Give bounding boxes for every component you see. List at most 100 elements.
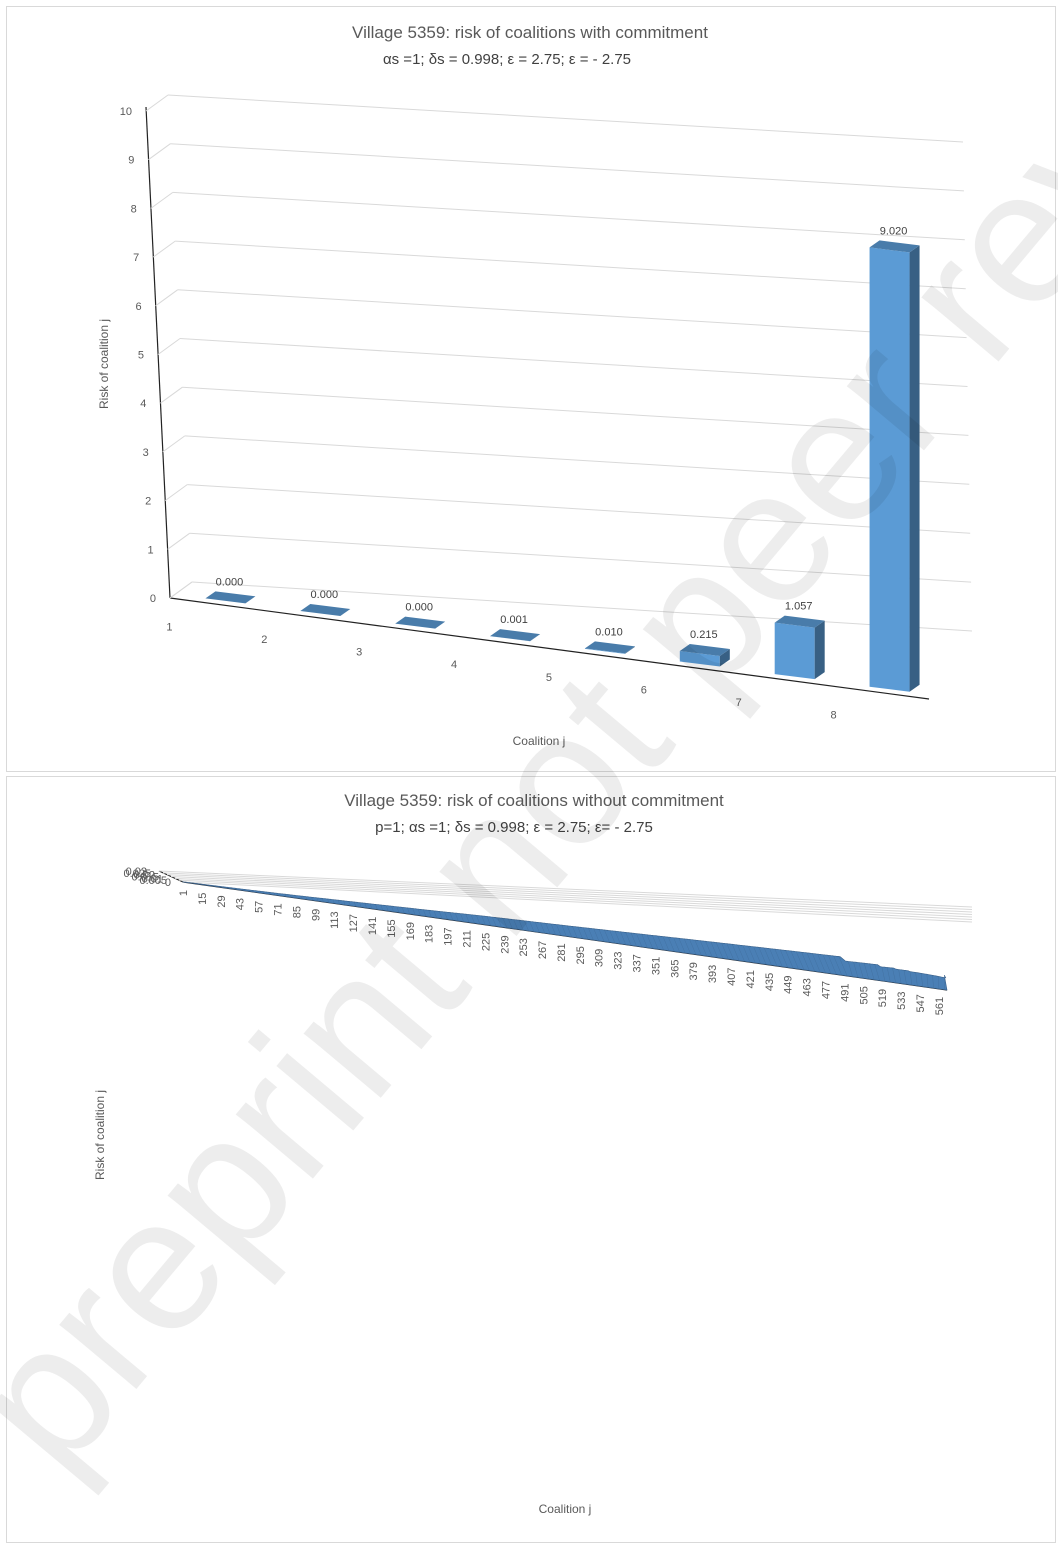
bar-side xyxy=(909,245,920,692)
gridline-depth xyxy=(155,289,178,307)
bar xyxy=(508,918,513,929)
bar xyxy=(359,902,362,908)
bar xyxy=(769,948,778,967)
bar xyxy=(518,920,524,931)
bar xyxy=(433,910,437,918)
bar xyxy=(284,894,286,897)
bar xyxy=(396,906,400,913)
data-label: 0.001 xyxy=(500,614,528,626)
x-tick-label: 6 xyxy=(641,684,647,696)
chart-with-commitment: Village 5359: risk of coalitions with co… xyxy=(97,23,973,748)
y-axis-title: Risk of coalition j xyxy=(93,1090,107,1180)
bar xyxy=(598,929,605,942)
data-label: 0.000 xyxy=(311,589,339,601)
bar xyxy=(668,936,675,952)
x-tick-label: 505 xyxy=(858,986,870,1004)
bar xyxy=(273,892,276,896)
bar xyxy=(279,893,281,896)
bar xyxy=(694,939,702,956)
bar xyxy=(593,928,599,941)
gridline xyxy=(175,240,966,290)
bar xyxy=(584,641,635,654)
x-tick-label: 533 xyxy=(896,992,908,1010)
bar xyxy=(620,931,626,945)
bar xyxy=(545,923,551,934)
x-tick-label: 4 xyxy=(451,659,457,671)
x-tick-label: 337 xyxy=(632,954,644,972)
gridline xyxy=(167,94,964,143)
bar xyxy=(678,938,686,954)
bar xyxy=(710,941,718,958)
bar xyxy=(630,932,637,947)
chart-subtitle: αs =1; δs = 0.998; ε = 2.75; ε = - 2.75 xyxy=(383,51,631,68)
bar xyxy=(439,911,443,919)
x-tick-label: 8 xyxy=(831,710,837,722)
x-tick-label: 393 xyxy=(707,965,719,983)
bar-front xyxy=(869,247,910,692)
bar xyxy=(566,925,572,938)
bar xyxy=(747,945,756,964)
data-label: 9.020 xyxy=(880,225,908,237)
bar xyxy=(316,897,319,902)
x-tick-label: 141 xyxy=(367,917,379,935)
bar xyxy=(903,970,907,985)
y-tick-label: 0.02 xyxy=(134,870,155,882)
bar xyxy=(295,895,297,899)
bar xyxy=(577,926,583,939)
bar xyxy=(321,898,324,902)
bar xyxy=(375,904,378,910)
gridline xyxy=(158,870,973,908)
bar xyxy=(915,972,918,986)
x-tick-label: 211 xyxy=(461,930,473,948)
x-tick-label: 127 xyxy=(348,914,360,932)
x-axis-title: Coalition j xyxy=(539,1502,592,1516)
y-tick-label: 0.005 xyxy=(139,875,167,887)
bar xyxy=(779,949,788,968)
bar xyxy=(817,953,826,973)
bar xyxy=(806,952,815,972)
bar xyxy=(348,901,351,906)
bar xyxy=(476,915,481,925)
gridline xyxy=(182,386,969,436)
y-axis-line xyxy=(145,106,171,599)
x-tick-label: 435 xyxy=(764,973,776,991)
gridline-depth xyxy=(152,240,176,258)
bar xyxy=(892,967,896,983)
gridline xyxy=(189,532,972,583)
area-profile xyxy=(181,881,948,991)
gridline xyxy=(170,143,964,192)
bar xyxy=(753,946,761,964)
bar xyxy=(300,603,351,616)
gridline-depth xyxy=(148,143,171,161)
bar xyxy=(385,905,389,912)
bar xyxy=(582,927,589,940)
x-tick-label: 491 xyxy=(839,983,851,1001)
bar xyxy=(524,920,529,931)
x-tick-label: 155 xyxy=(386,919,398,937)
bar-side xyxy=(814,620,825,680)
bar xyxy=(263,891,265,894)
bar xyxy=(449,912,454,921)
bar xyxy=(529,921,535,932)
bar xyxy=(657,935,664,951)
y-tick-label: 4 xyxy=(140,398,146,410)
bar xyxy=(588,928,594,941)
bar-front xyxy=(679,650,720,667)
x-tick-label: 1 xyxy=(166,621,172,633)
x-tick-label: 463 xyxy=(802,978,814,996)
bar xyxy=(364,903,367,909)
bar xyxy=(423,909,427,917)
gridline-depth xyxy=(145,94,169,112)
y-tick-label: 8 xyxy=(131,203,137,215)
bar xyxy=(874,964,880,981)
bar xyxy=(699,940,707,957)
bar xyxy=(774,615,825,680)
bar xyxy=(369,903,373,909)
x-tick-label: 225 xyxy=(480,933,492,951)
bar xyxy=(858,962,864,979)
x-tick-label: 239 xyxy=(499,935,511,953)
x-tick-label: 71 xyxy=(272,903,284,915)
gridline xyxy=(177,289,967,339)
bar xyxy=(926,974,929,988)
bar xyxy=(625,932,632,946)
